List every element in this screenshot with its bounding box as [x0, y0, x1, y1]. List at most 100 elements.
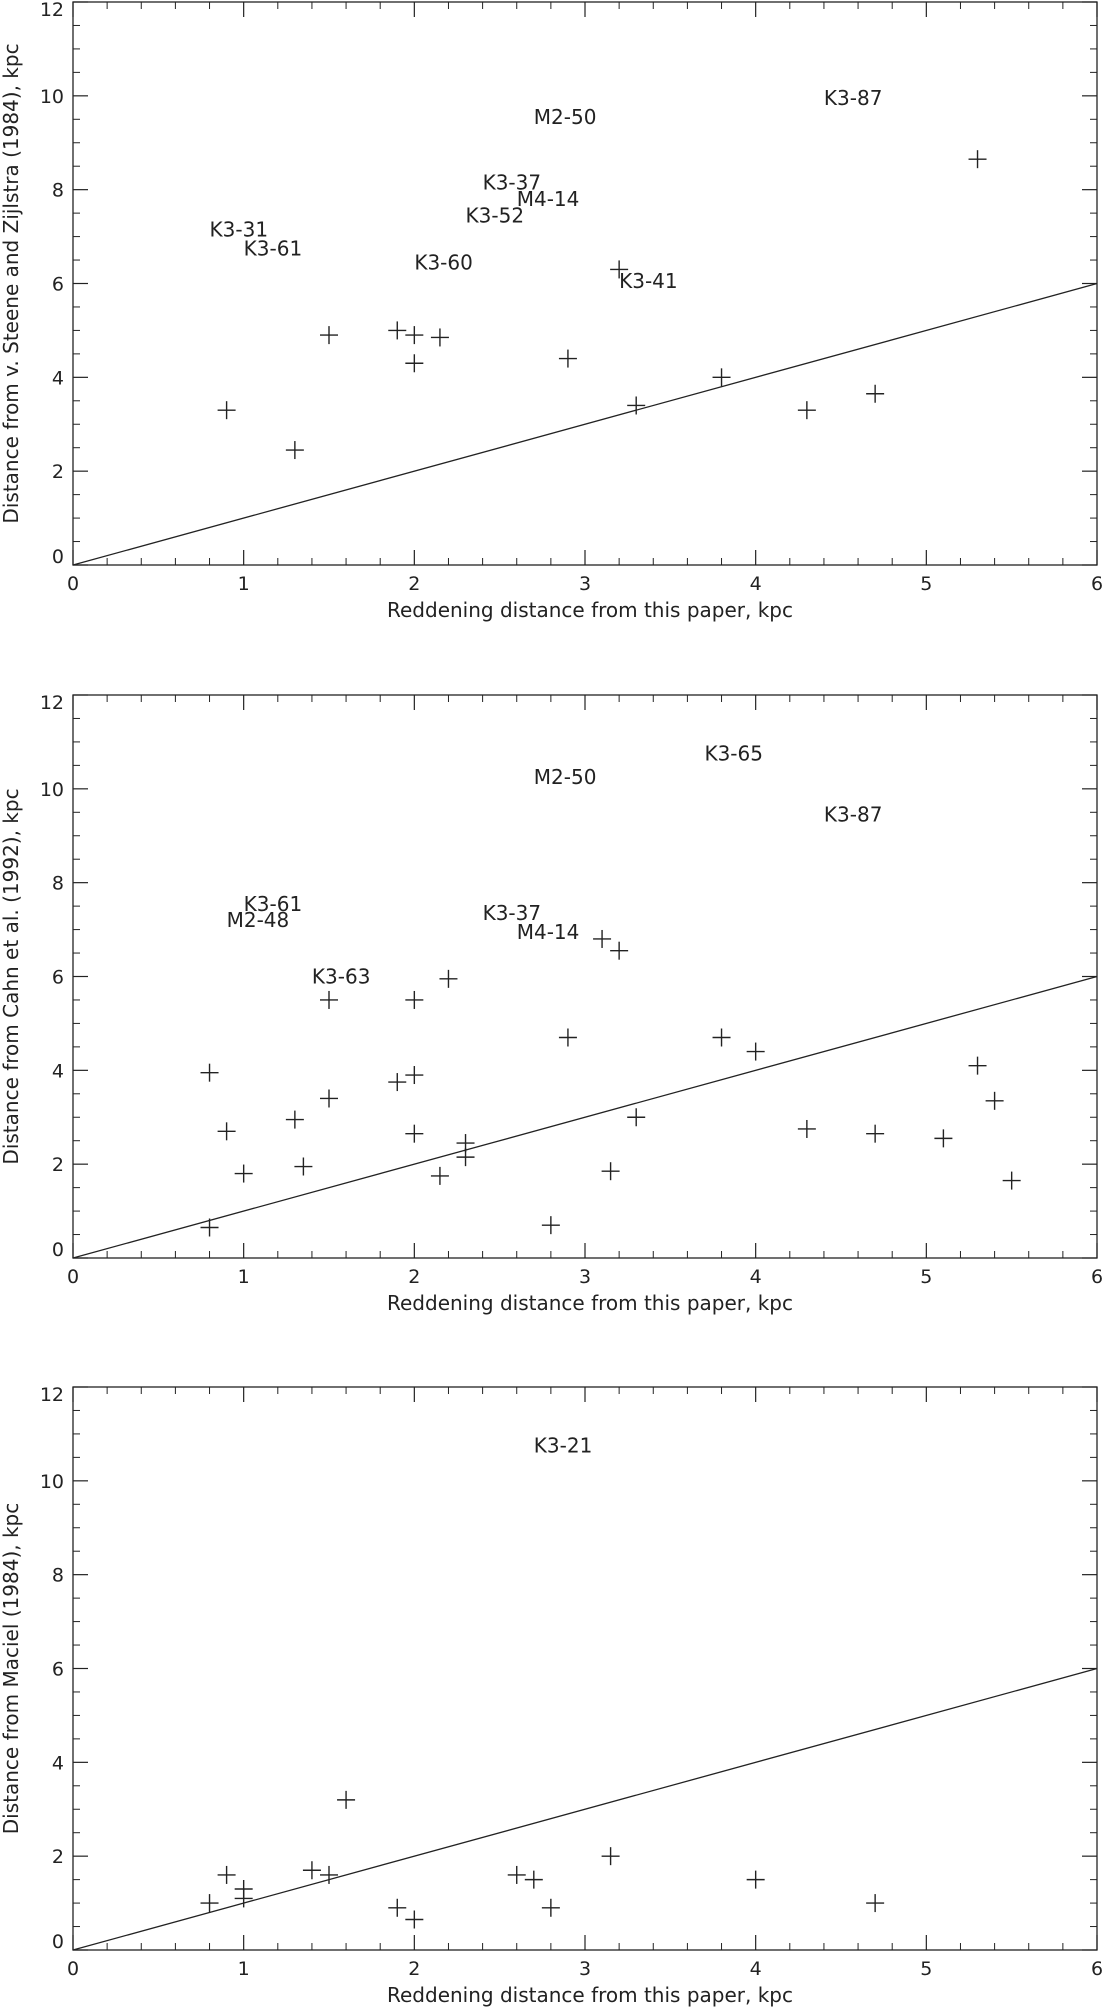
y-tick-label: 2 — [52, 461, 64, 483]
data-point — [234, 1889, 253, 1908]
data-point — [430, 328, 449, 347]
data-point — [217, 1122, 236, 1141]
data-point — [866, 1894, 885, 1913]
x-tick-label: 3 — [579, 573, 591, 595]
data-point — [627, 396, 646, 415]
data-point — [610, 941, 629, 960]
object-label: K3-63 — [312, 965, 371, 989]
y-tick-label: 8 — [52, 1565, 64, 1587]
one-to-one-line — [72, 975, 1098, 1259]
data-point — [866, 384, 885, 403]
data-point — [439, 969, 458, 988]
data-point — [934, 1129, 953, 1148]
plot-frame — [72, 1386, 1098, 1951]
x-tick-label: 6 — [1091, 573, 1102, 595]
y-tick-label: 2 — [52, 1154, 64, 1176]
x-tick-label: 3 — [579, 1958, 591, 1980]
data-point — [601, 1847, 620, 1866]
y-axis-label: Distance from v. Steene and Zijlstra (19… — [0, 43, 23, 523]
x-tick-label: 2 — [408, 1266, 420, 1288]
y-tick-label: 6 — [52, 1659, 64, 1681]
one-to-one-line — [72, 1667, 1098, 1951]
object-label: K3-41 — [619, 269, 678, 293]
object-label: K3-37 — [483, 171, 542, 195]
object-label: K3-52 — [466, 204, 525, 228]
object-label: K3-61 — [244, 236, 303, 260]
x-tick-label: 1 — [238, 573, 250, 595]
data-point — [866, 1124, 885, 1143]
data-point — [456, 1148, 475, 1167]
object-label: M2-50 — [534, 105, 597, 129]
data-point — [985, 1091, 1004, 1110]
x-axis-label: Reddening distance from this paper, kpc — [387, 598, 793, 622]
y-tick-label: 12 — [40, 1384, 64, 1406]
x-tick-label: 4 — [750, 573, 762, 595]
object-label: K3-61 — [244, 892, 303, 916]
y-tick-label: 4 — [52, 1752, 64, 1774]
data-point — [797, 401, 816, 420]
x-axis-label: Reddening distance from this paper, kpc — [387, 1291, 793, 1315]
object-label: K3-37 — [483, 901, 542, 925]
x-tick-label: 6 — [1091, 1958, 1102, 1980]
y-tick-label: 8 — [52, 180, 64, 202]
data-point — [217, 401, 236, 420]
data-point — [285, 441, 304, 460]
object-label: K3-31 — [210, 218, 269, 242]
data-point — [797, 1119, 816, 1138]
object-label: M4-14 — [517, 187, 580, 211]
data-point — [1002, 1171, 1021, 1190]
x-tick-label: 0 — [67, 1958, 79, 1980]
y-tick-label: 0 — [52, 1239, 64, 1261]
data-point — [200, 1894, 219, 1913]
y-axis-label: Distance from Cahn et al. (1992), kpc — [0, 788, 23, 1164]
y-tick-label: 6 — [52, 967, 64, 989]
plot-frame — [72, 1, 1098, 566]
y-tick-label: 8 — [52, 873, 64, 895]
x-tick-label: 4 — [750, 1266, 762, 1288]
x-tick-label: 6 — [1091, 1266, 1102, 1288]
data-point — [320, 326, 338, 345]
data-point — [320, 1865, 338, 1884]
data-point — [593, 929, 612, 948]
object-label: M2-50 — [534, 765, 597, 789]
data-point — [200, 1063, 219, 1082]
data-point — [601, 1162, 620, 1181]
data-point — [388, 1073, 407, 1092]
x-tick-label: 2 — [408, 1958, 420, 1980]
y-tick-label: 10 — [40, 779, 64, 801]
x-tick-label: 3 — [579, 1266, 591, 1288]
data-point — [388, 1898, 407, 1917]
y-axis-label: Distance from Maciel (1984), kpc — [0, 1503, 23, 1834]
data-point — [430, 1166, 449, 1185]
data-point — [200, 1218, 219, 1237]
data-point — [405, 354, 424, 373]
y-tick-label: 0 — [52, 546, 64, 568]
data-point — [405, 1910, 424, 1929]
x-tick-label: 5 — [920, 1266, 932, 1288]
x-tick-label: 4 — [750, 1958, 762, 1980]
one-to-one-line — [72, 282, 1098, 566]
y-tick-label: 12 — [40, 0, 64, 21]
data-point — [712, 368, 731, 387]
x-tick-label: 1 — [238, 1266, 250, 1288]
object-label: K3-87 — [824, 803, 883, 827]
x-tick-label: 0 — [67, 1266, 79, 1288]
data-point — [405, 1066, 424, 1085]
data-point — [302, 1861, 321, 1880]
data-point — [712, 1028, 731, 1047]
y-tick-label: 4 — [52, 1060, 64, 1082]
x-tick-label: 2 — [408, 573, 420, 595]
data-point — [217, 1865, 236, 1884]
data-point — [558, 1028, 577, 1047]
data-point — [610, 260, 629, 279]
data-point — [405, 326, 424, 345]
data-point — [968, 150, 987, 169]
data-point — [541, 1216, 560, 1235]
data-point — [234, 1164, 253, 1183]
object-label: K3-21 — [534, 1434, 593, 1458]
object-label: M2-48 — [227, 908, 290, 932]
data-point — [405, 1124, 424, 1143]
x-tick-label: 5 — [920, 1958, 932, 1980]
